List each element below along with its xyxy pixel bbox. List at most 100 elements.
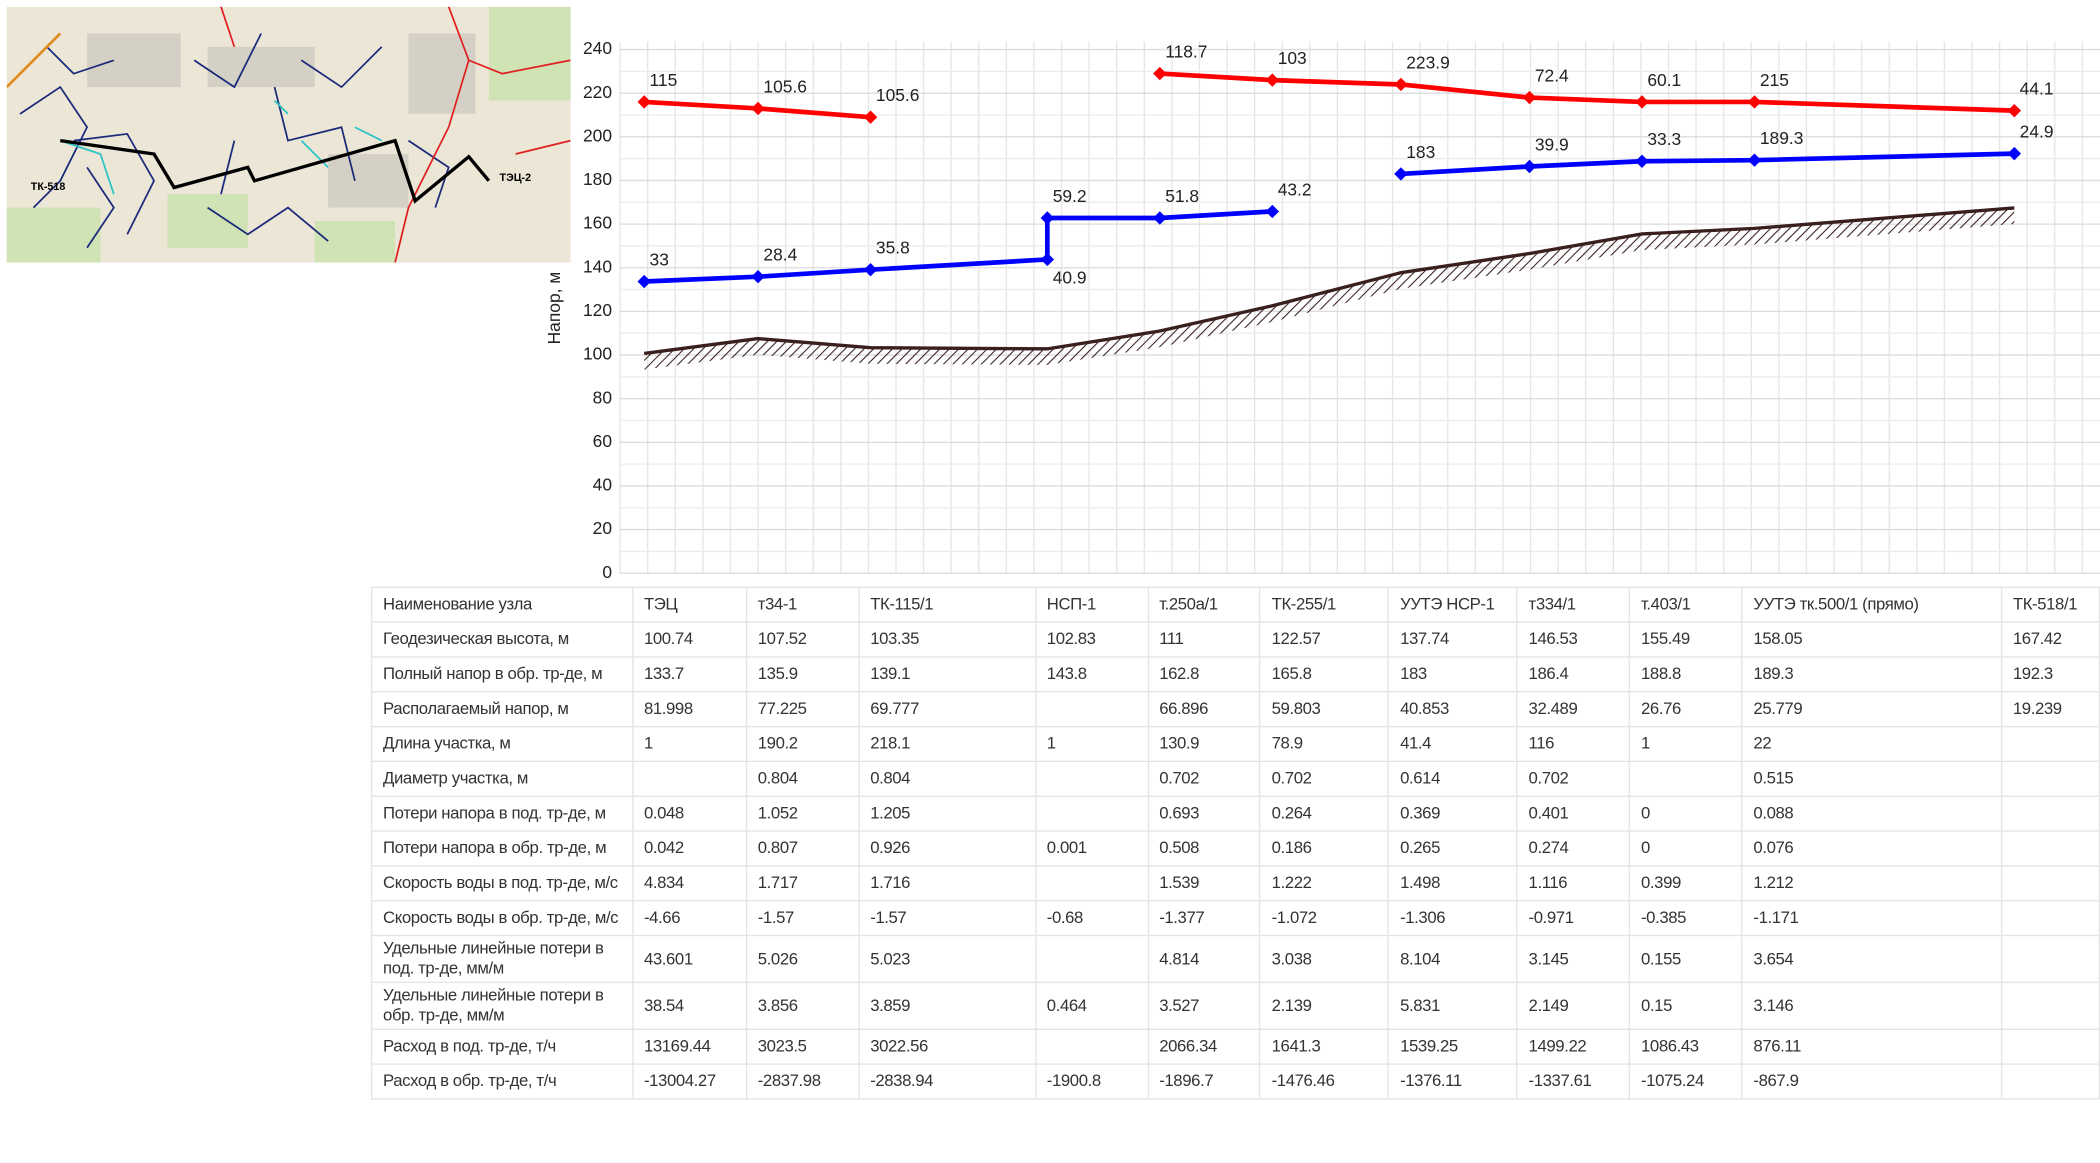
table-cell: 0.401: [1517, 796, 1629, 831]
table-cell: 0: [1630, 796, 1742, 831]
table-cell: 22: [1742, 727, 2001, 762]
table-cell: -0.385: [1630, 901, 1742, 936]
table-cell: -1.57: [859, 901, 1036, 936]
table-cell: [2002, 796, 2100, 831]
point-marker: [1266, 205, 1279, 218]
table-cell: 78.9: [1260, 727, 1388, 762]
point-label: 189.3: [1760, 128, 1804, 148]
table-cell: 0.804: [746, 761, 858, 796]
table-cell: ТК-255/1: [1260, 587, 1388, 622]
point-label: 223.9: [1406, 52, 1450, 72]
table-cell: УУТЭ НСР-1: [1389, 587, 1517, 622]
table-cell: 8.104: [1389, 936, 1517, 983]
table-cell: 0.369: [1389, 796, 1517, 831]
table-cell: 0.076: [1742, 831, 2001, 866]
point-label: 103: [1278, 48, 1307, 68]
point-label: 44.1: [2020, 79, 2054, 99]
table-cell: Полный напор в обр. тр-де, м: [372, 657, 633, 692]
point-marker: [1041, 211, 1054, 224]
table-cell: 0.264: [1260, 796, 1388, 831]
point-label: 105.6: [876, 85, 920, 105]
table-cell: 0.274: [1517, 831, 1629, 866]
table-cell: -0.971: [1517, 901, 1629, 936]
table-cell: Наименование узла: [372, 587, 633, 622]
table-cell: 192.3: [2002, 657, 2100, 692]
point-label: 215: [1760, 70, 1789, 90]
point-marker: [751, 102, 764, 115]
y-tick-label: 160: [583, 213, 612, 233]
point-marker: [1635, 95, 1648, 108]
table-cell: 41.4: [1389, 727, 1517, 762]
table-cell: [2002, 866, 2100, 901]
table-row: Скорость воды в под. тр-де, м/с4.8341.71…: [372, 866, 2100, 901]
table-cell: 2066.34: [1148, 1029, 1260, 1064]
table-cell: 1499.22: [1517, 1029, 1629, 1064]
table-cell: [2002, 1029, 2100, 1064]
point-label: 60.1: [1647, 70, 1681, 90]
point-label: 51.8: [1165, 186, 1199, 206]
table-cell: 165.8: [1260, 657, 1388, 692]
table-cell: 218.1: [859, 727, 1036, 762]
table-cell: -1337.61: [1517, 1064, 1629, 1099]
table-cell: 139.1: [859, 657, 1036, 692]
table-cell: 188.8: [1630, 657, 1742, 692]
point-marker: [751, 270, 764, 283]
table-cell: [1035, 936, 1147, 983]
table-cell: [2002, 936, 2100, 983]
table-cell: 0.088: [1742, 796, 2001, 831]
table-cell: Длина участка, м: [372, 727, 633, 762]
y-tick-label: 140: [583, 256, 612, 276]
table-cell: -1.306: [1389, 901, 1517, 936]
table-row: Наименование узлаТЭЦт34-1ТК-115/1НСП-1т.…: [372, 587, 2100, 622]
table-cell: 0.265: [1389, 831, 1517, 866]
point-label: 183: [1406, 142, 1435, 162]
table-cell: 189.3: [1742, 657, 2001, 692]
y-tick-label: 0: [602, 562, 612, 582]
table-cell: 4.834: [633, 866, 747, 901]
table-cell: 0.926: [859, 831, 1036, 866]
table-cell: т.250а/1: [1148, 587, 1260, 622]
table-cell: [2002, 901, 2100, 936]
table-cell: Располагаемый напор, м: [372, 692, 633, 727]
table-cell: [2002, 1064, 2100, 1099]
table-cell: 167.42: [2002, 622, 2100, 657]
point-marker: [1523, 160, 1536, 173]
point-label: 40.9: [1053, 268, 1087, 288]
table-cell: 876.11: [1742, 1029, 2001, 1064]
table-cell: 1.116: [1517, 866, 1629, 901]
series-line: [644, 259, 1047, 281]
table-cell: 0.614: [1389, 761, 1517, 796]
point-marker: [1394, 78, 1407, 91]
page: ТК-518 ТЭЦ-2 Напор, м 020406080100120140…: [0, 0, 2100, 1162]
point-label: 33: [650, 249, 669, 269]
table-cell: 102.83: [1035, 622, 1147, 657]
table-cell: 135.9: [746, 657, 858, 692]
table-cell: -1.377: [1148, 901, 1260, 936]
table-cell: 111: [1148, 622, 1260, 657]
table-cell: 0.155: [1630, 936, 1742, 983]
point-label: 59.2: [1053, 186, 1087, 206]
table-cell: 107.52: [746, 622, 858, 657]
table-cell: Геодезическая высота, м: [372, 622, 633, 657]
point-marker: [638, 95, 651, 108]
table-cell: 1539.25: [1389, 1029, 1517, 1064]
table-cell: 1: [1630, 727, 1742, 762]
table-row: Расход в обр. тр-де, т/ч-13004.27-2837.9…: [372, 1064, 2100, 1099]
point-marker: [1394, 167, 1407, 180]
table-cell: 183: [1389, 657, 1517, 692]
table-cell: 0.702: [1260, 761, 1388, 796]
table-cell: 0.693: [1148, 796, 1260, 831]
table-cell: [2002, 982, 2100, 1029]
table-row: Потери напора в обр. тр-де, м0.0420.8070…: [372, 831, 2100, 866]
table-cell: [1035, 1029, 1147, 1064]
table-row: Потери напора в под. тр-де, м0.0481.0521…: [372, 796, 2100, 831]
y-tick-label: 100: [583, 344, 612, 364]
table-cell: Удельные линейные потери в обр. тр-де, м…: [372, 982, 633, 1029]
point-marker: [1266, 73, 1279, 86]
table-cell: 3.859: [859, 982, 1036, 1029]
table-cell: 3.146: [1742, 982, 2001, 1029]
point-label: 72.4: [1535, 65, 1569, 85]
table-cell: ТК-115/1: [859, 587, 1036, 622]
table-cell: 77.225: [746, 692, 858, 727]
table-cell: 66.896: [1148, 692, 1260, 727]
